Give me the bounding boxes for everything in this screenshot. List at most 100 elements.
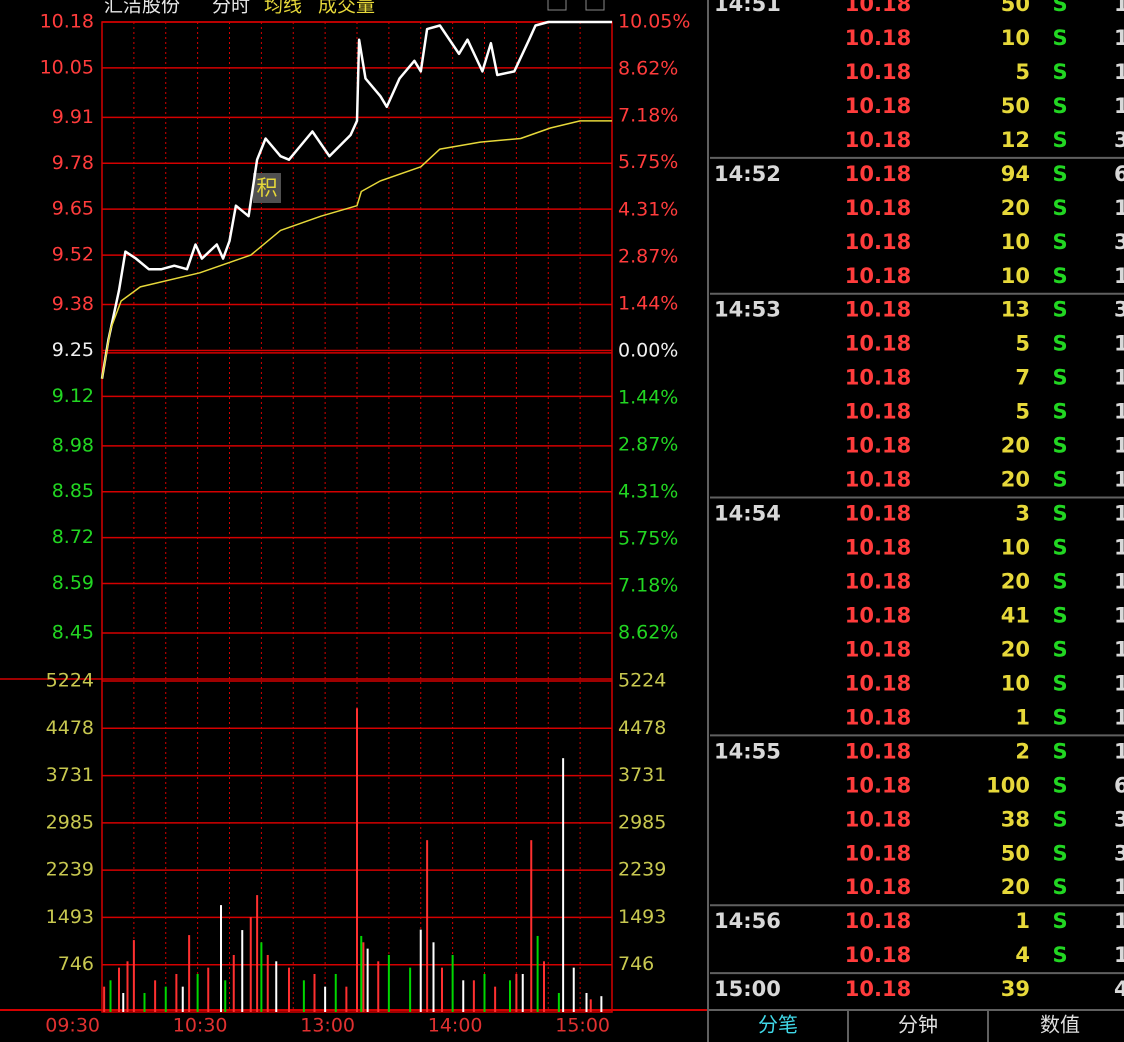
trade-extra: 1 (1114, 468, 1124, 492)
volume-bar (249, 916, 252, 1012)
trade-price: 10.18 (845, 434, 911, 458)
x-tick-label: 15:00 (555, 1015, 610, 1037)
trade-extra: 3 (1114, 230, 1124, 254)
y2-tick-label: 4.31% (618, 198, 678, 220)
trade-price: 10.18 (845, 875, 911, 899)
volume-bar (241, 930, 244, 1012)
trade-volume: 38 (1001, 807, 1030, 831)
trade-extra: 1 (1114, 0, 1124, 16)
trade-price: 10.18 (845, 0, 911, 16)
y2-tick-label: 5.75% (618, 528, 678, 550)
y-tick-label: 4478 (46, 717, 94, 739)
y2-tick-label: 2.87% (618, 433, 678, 455)
trade-side: S (1052, 569, 1067, 593)
trade-side: S (1052, 128, 1067, 152)
annotation-box (253, 173, 281, 203)
volume-bar (462, 980, 465, 1012)
volume-bar (387, 954, 390, 1012)
y2-tick-label: 4478 (618, 717, 666, 739)
trade-extra: 3 (1114, 807, 1124, 831)
y-tick-label: 3731 (46, 764, 94, 786)
trade-price: 10.18 (845, 909, 911, 933)
trade-side: S (1052, 400, 1067, 424)
y-tick-label: 8.85 (52, 480, 94, 502)
trade-extra: 1 (1114, 739, 1124, 763)
trade-price: 10.18 (845, 94, 911, 118)
trade-volume: 94 (1001, 162, 1030, 186)
volume-bar (356, 708, 358, 1012)
trade-extra: 1 (1114, 603, 1124, 627)
volume-label: 成交量 (318, 0, 375, 17)
trade-extra: 1 (1114, 60, 1124, 84)
volume-bar (334, 973, 337, 1012)
trade-side: S (1052, 943, 1067, 967)
tab[interactable]: 分钟 (898, 1013, 938, 1037)
trade-extra: 1 (1114, 502, 1124, 526)
y2-tick-label: 8.62% (618, 57, 678, 79)
trade-volume: 20 (1001, 434, 1030, 458)
trade-volume: 5 (1015, 332, 1030, 356)
volume-bar (224, 980, 227, 1012)
trade-time: 15:00 (714, 977, 781, 1001)
trade-side: S (1052, 162, 1067, 186)
trade-price: 10.18 (845, 400, 911, 424)
y-tick-label: 9.38 (52, 293, 94, 315)
volume-bar (360, 935, 363, 1012)
trade-extra: 1 (1114, 909, 1124, 933)
y-tick-label: 9.65 (52, 198, 94, 220)
tab[interactable]: 分笔 (758, 1013, 798, 1037)
trade-price: 10.18 (845, 671, 911, 695)
y2-tick-label: 0.00% (618, 339, 678, 361)
tab[interactable]: 数值 (1040, 1013, 1080, 1037)
trade-time: 14:51 (714, 0, 781, 16)
trade-side: S (1052, 875, 1067, 899)
trade-extra: 3 (1114, 841, 1124, 865)
volume-bar (122, 992, 125, 1012)
trade-extra: 1 (1114, 875, 1124, 899)
trade-volume: 20 (1001, 468, 1030, 492)
volume-bar (256, 895, 259, 1012)
y-tick-label: 8.59 (52, 572, 94, 594)
volume-bar (409, 967, 412, 1012)
trade-extra: 1 (1114, 434, 1124, 458)
volume-bar (543, 961, 545, 1012)
trade-volume: 50 (1001, 94, 1030, 118)
icon-button[interactable] (585, 0, 605, 11)
volume-bar (472, 980, 475, 1012)
y-tick-label: 9.25 (52, 339, 94, 361)
volume-bar (266, 954, 269, 1012)
volume-bar (366, 948, 369, 1012)
y2-tick-label: 8.62% (618, 622, 678, 644)
volume-bar (483, 973, 486, 1012)
y-tick-label: 9.78 (52, 152, 94, 174)
volume-bar (109, 980, 112, 1012)
y2-tick-label: 2.87% (618, 245, 678, 267)
y2-tick-label: 5.75% (618, 151, 678, 173)
trade-side: S (1052, 264, 1067, 288)
y2-tick-label: 746 (618, 953, 654, 975)
volume-bar (515, 973, 518, 1012)
y2-tick-label: 10.05% (618, 11, 690, 33)
volume-bar (260, 942, 263, 1012)
trade-extra: 1 (1114, 705, 1124, 729)
trade-price: 10.18 (845, 773, 911, 797)
y-tick-label: 8.45 (52, 622, 94, 644)
y-tick-label: 8.72 (52, 526, 94, 548)
trade-side: S (1052, 60, 1067, 84)
price-line (100, 20, 612, 379)
trade-price: 10.18 (845, 162, 911, 186)
y-tick-label: 10.18 (40, 11, 94, 33)
volume-bar (345, 986, 348, 1012)
trade-price: 10.18 (845, 332, 911, 356)
trade-extra: 4 (1114, 977, 1124, 1001)
trade-extra: 3 (1114, 298, 1124, 322)
trade-price: 10.18 (845, 739, 911, 763)
volume-bar (181, 986, 184, 1012)
volume-bar (132, 940, 135, 1012)
icon-button[interactable] (547, 0, 567, 11)
volume-bar (530, 840, 533, 1012)
trade-side: S (1052, 196, 1067, 220)
volume-bar (562, 758, 565, 1012)
trade-price: 10.18 (845, 26, 911, 50)
